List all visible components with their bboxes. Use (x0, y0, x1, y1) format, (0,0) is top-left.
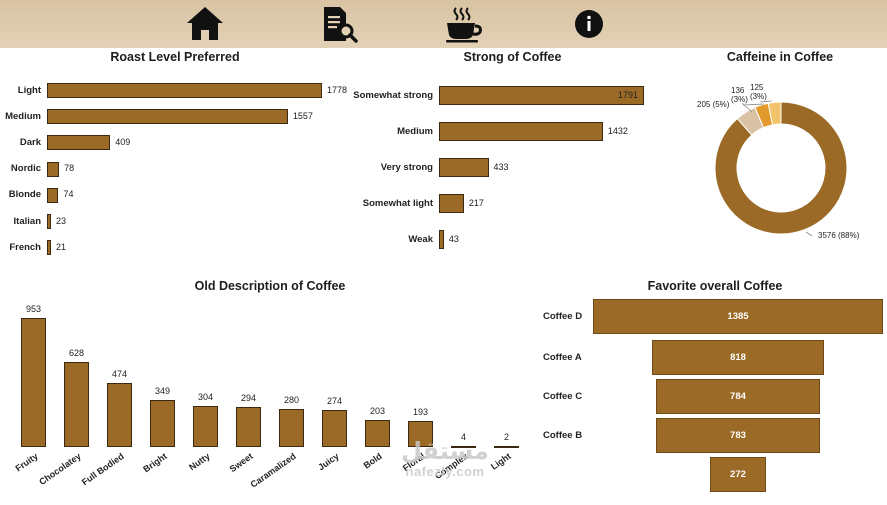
bar (47, 187, 59, 203)
bar (279, 409, 304, 447)
bar-category-label: Very strong (380, 161, 433, 173)
donut-slice (754, 102, 774, 129)
bar-value-label: 217 (468, 197, 484, 208)
bar (439, 230, 444, 249)
bar (439, 122, 603, 141)
bar (47, 240, 51, 256)
bar (47, 161, 60, 177)
donut-leader-line (741, 102, 753, 113)
bar-value-label: 23 (56, 215, 67, 226)
funnel-category-label: Coffee B (543, 430, 583, 441)
bar-category-label: Nordic (10, 163, 41, 175)
donut-slice-label: 3576 (88%) (818, 231, 860, 240)
funnel-bar: 1385 (593, 299, 883, 334)
bar-category-label: Somewhat light (362, 197, 433, 209)
roast-chart-title: Roast Level Preferred (110, 50, 240, 64)
bar (365, 419, 390, 447)
bar-category-label: Medium (397, 125, 433, 137)
bar (47, 135, 111, 151)
funnel-category-label: Coffee C (543, 391, 583, 402)
bar-category-label: Blonde (8, 189, 41, 201)
funnel-bar: 784 (655, 379, 821, 414)
favorite-chart-title: Favorite overall Coffee (647, 279, 783, 293)
bar-value-label: 1557 (292, 110, 313, 121)
watermark-latin: nafezly.com (405, 464, 485, 479)
bar-value-label: 474 (111, 368, 128, 379)
bar-value-label: 294 (240, 393, 257, 404)
bar (451, 446, 476, 448)
bar-category-label: Dark (19, 136, 41, 148)
info-icon[interactable] (569, 4, 609, 44)
bar-value-label: 21 (56, 241, 67, 252)
donut-leader-line (805, 231, 813, 237)
donut-slice (736, 106, 765, 136)
bar-value-label: 1778 (327, 84, 348, 95)
bar (322, 409, 347, 447)
bar (64, 361, 89, 447)
bar-value-label: 2 (503, 432, 509, 442)
top-navigation-bar (0, 0, 887, 48)
bar-category-label: Somewhat strong (353, 89, 433, 101)
bar-value-label: 203 (369, 405, 386, 416)
donut-slice (714, 101, 848, 235)
funnel-bar: 818 (652, 340, 824, 375)
bar-value-label: 274 (326, 395, 343, 406)
bar-value-label: 1432 (607, 125, 628, 136)
funnel-bar: 272 (709, 457, 767, 492)
bar-value-label: 953 (25, 304, 42, 314)
bar-category-label: French (9, 241, 41, 253)
bar-value-label: 304 (197, 391, 214, 402)
bar (47, 83, 322, 98)
bar-value-label: 78 (64, 163, 75, 174)
donut-leader-line (742, 103, 765, 106)
bar (439, 86, 644, 105)
bar-value-label: 433 (493, 161, 509, 172)
bar-value-label: 4 (460, 432, 466, 442)
bar (439, 158, 489, 177)
bar (47, 214, 51, 229)
donut-slice (767, 101, 782, 126)
donut-slice-label: 205 (5%) (697, 100, 730, 109)
bar (107, 382, 132, 447)
watermark: مستقل nafezly.com (385, 438, 505, 480)
funnel-category-label: Coffee A (543, 352, 582, 363)
bar (408, 420, 433, 447)
strong-chart-title: Strong of Coffee (463, 50, 562, 64)
bar-category-label: Medium (5, 110, 41, 122)
bar-value-label: 280 (283, 395, 300, 406)
home-icon[interactable] (185, 4, 225, 44)
bar (193, 405, 218, 447)
bar-category-label: Italian (13, 215, 41, 227)
bar-value-label: 193 (412, 406, 429, 417)
donut-slice-label: 125 (3%) (750, 83, 767, 101)
donut-leader-line (759, 100, 773, 103)
funnel-category-label: Coffee D (543, 311, 583, 322)
bar-value-label: 349 (154, 385, 171, 396)
bar (494, 446, 519, 448)
bar (150, 399, 175, 447)
description-chart-title: Old Description of Coffee (194, 279, 346, 293)
bar-category-label: Weak (408, 233, 433, 245)
funnel-bar: 783 (656, 418, 820, 453)
watermark-arabic: مستقل (401, 438, 489, 465)
bar (47, 109, 288, 125)
report-search-icon[interactable] (320, 4, 360, 44)
donut-slice-label: 136 (3%) (731, 86, 748, 104)
bar-value-label: 74 (63, 189, 74, 200)
bar-value-label: 409 (115, 136, 131, 147)
coffee-cup-icon[interactable] (444, 4, 484, 44)
bar (236, 407, 261, 447)
bar-value-label: 1791 (618, 89, 639, 100)
bar-value-label: 628 (68, 347, 85, 358)
bar-category-label: Light (17, 84, 41, 96)
bar-value-label: 43 (448, 233, 459, 244)
caffeine-chart-title: Caffeine in Coffee (726, 50, 834, 64)
bar (21, 318, 46, 447)
bar (439, 194, 464, 213)
